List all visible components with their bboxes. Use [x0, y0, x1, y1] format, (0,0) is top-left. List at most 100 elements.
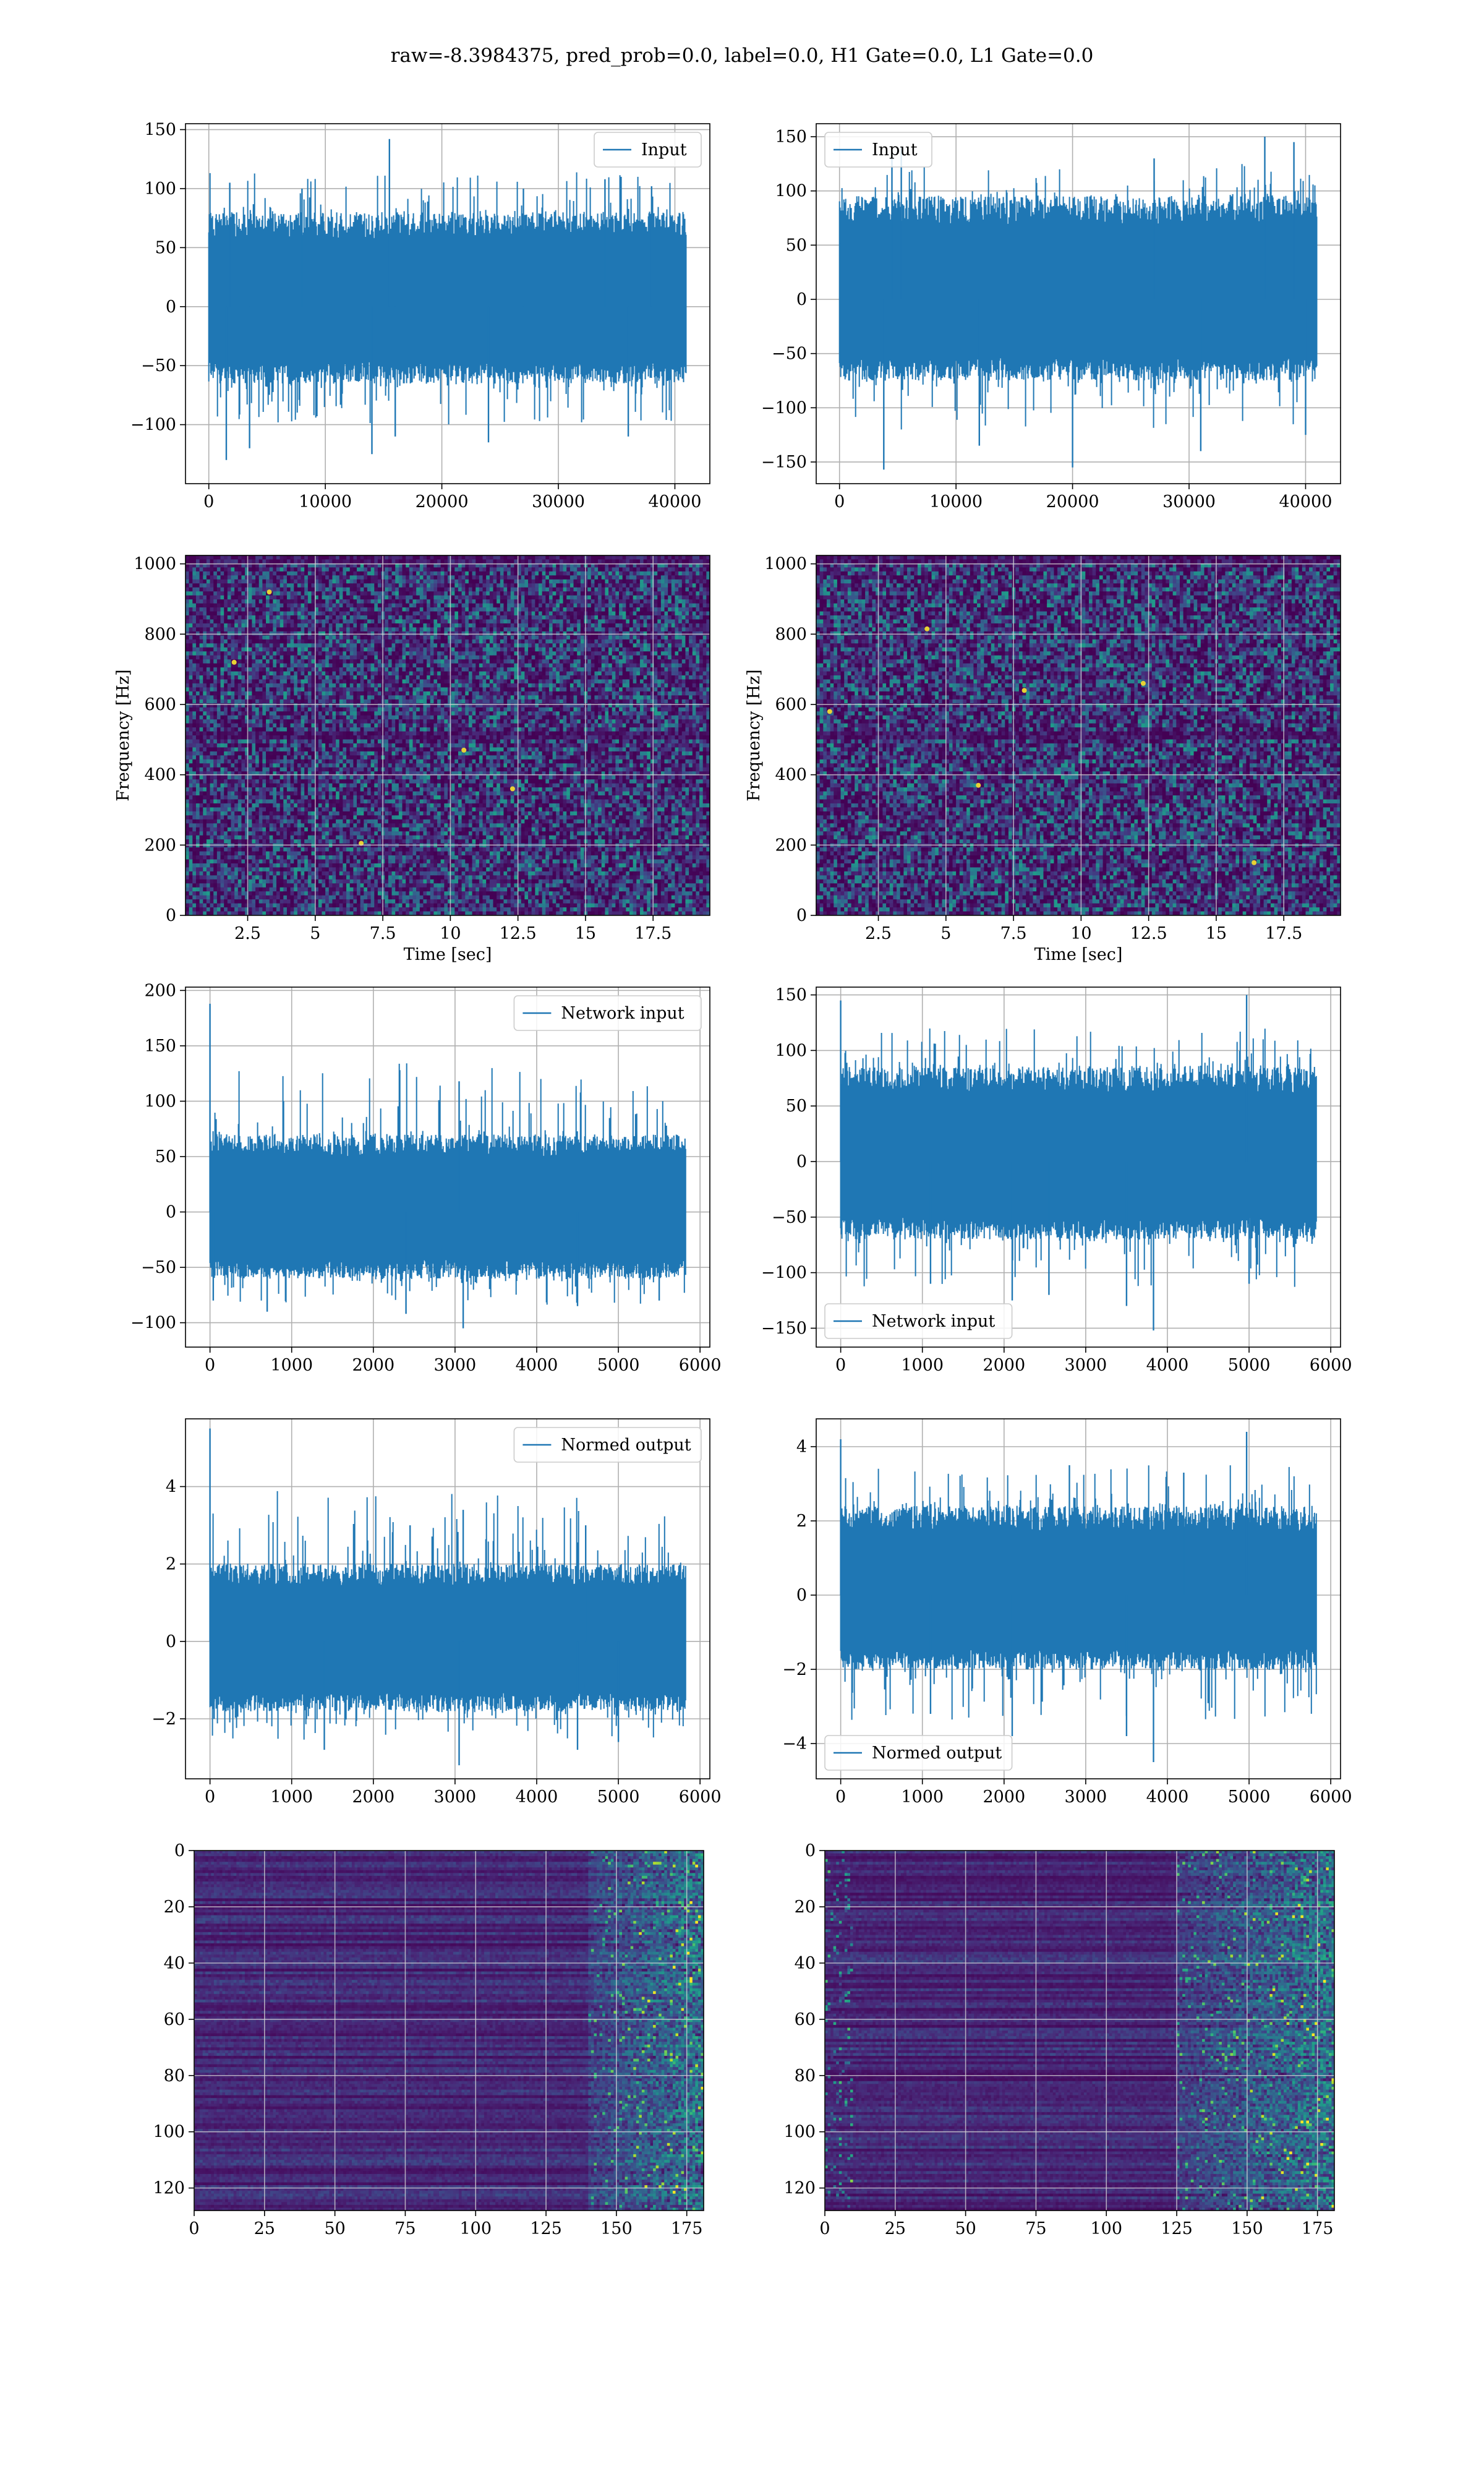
heatmap-cell [514, 583, 518, 588]
heatmap-cell [566, 604, 570, 608]
heatmap-cell [280, 571, 284, 576]
heatmap-cell [497, 640, 500, 644]
heatmap-cell [283, 656, 287, 660]
heatmap-cell [514, 619, 518, 623]
heatmap-cell [336, 583, 339, 588]
heatmap-cell [497, 575, 500, 580]
heatmap-cell [371, 588, 375, 592]
heatmap-cell [378, 656, 382, 660]
heatmap-cell [399, 555, 403, 560]
heatmap-cell [605, 635, 608, 640]
heatmap-cell [364, 648, 367, 652]
heatmap-cell [521, 619, 525, 623]
heatmap-cell [472, 651, 476, 656]
heatmap-cell [196, 580, 200, 584]
heatmap-cell [241, 615, 245, 620]
heatmap-cell [699, 588, 703, 592]
heatmap-cell [602, 567, 605, 571]
heatmap-cell [339, 588, 343, 592]
heatmap-cell [367, 651, 371, 656]
heatmap-cell [350, 635, 354, 640]
heatmap-cell [192, 635, 196, 640]
heatmap-cell [224, 683, 228, 688]
heatmap-cell [249, 567, 252, 571]
heatmap-cell [633, 575, 637, 580]
heatmap-cell [322, 596, 325, 600]
heatmap-cell [304, 575, 308, 580]
heatmap-cell [657, 672, 661, 676]
heatmap-cell [283, 599, 287, 604]
heatmap-cell [200, 619, 203, 623]
heatmap-cell [252, 679, 255, 683]
heatmap-cell [213, 635, 217, 640]
heatmap-cell [374, 575, 378, 580]
heatmap-cell [241, 659, 245, 664]
heatmap-cell [312, 580, 315, 584]
heatmap-cell [364, 631, 367, 636]
heatmap-cell [270, 623, 273, 628]
heatmap-cell [339, 619, 343, 623]
heatmap-cell [388, 640, 392, 644]
heatmap-cell [560, 588, 563, 592]
heatmap-cell [388, 643, 392, 648]
heatmap-cell [297, 672, 301, 676]
heatmap-cell [308, 656, 312, 660]
heatmap-cell [221, 627, 224, 631]
heatmap-cell [266, 607, 270, 612]
heatmap-cell [329, 635, 333, 640]
heatmap-cell [433, 612, 437, 616]
heatmap-cell [283, 583, 287, 588]
heatmap-cell [553, 607, 556, 612]
heatmap-cell [213, 580, 217, 584]
heatmap-cell [399, 596, 403, 600]
heatmap-cell [346, 555, 350, 560]
heatmap-cell [570, 679, 574, 683]
heatmap-cell [388, 559, 392, 563]
heatmap-cell [371, 555, 375, 560]
heatmap-cell [678, 591, 682, 596]
heatmap-cell [367, 679, 371, 683]
heatmap-cell [388, 679, 392, 683]
heatmap-cell [689, 607, 693, 612]
heatmap-cell [270, 559, 273, 563]
heatmap-cell [602, 607, 605, 612]
heatmap-cell [640, 591, 644, 596]
heatmap-cell [699, 596, 703, 600]
heatmap-cell [598, 599, 602, 604]
heatmap-cell [322, 604, 325, 608]
heatmap-cell [343, 623, 346, 628]
heatmap-cell [388, 596, 392, 600]
heatmap-cell [213, 659, 217, 664]
heatmap-cell [629, 615, 633, 620]
heatmap-cell [665, 596, 668, 600]
heatmap-cell [364, 640, 367, 644]
heatmap-cell [612, 635, 616, 640]
heatmap-cell [395, 619, 399, 623]
heatmap-cell [528, 683, 532, 688]
heatmap-cell [189, 648, 193, 652]
heatmap-cell [444, 596, 448, 600]
heatmap-cell [336, 631, 339, 636]
heatmap-cell [346, 580, 350, 584]
heatmap-cell [703, 591, 707, 596]
heatmap-cell [682, 619, 686, 623]
heatmap-cell [409, 640, 413, 644]
heatmap-cell [475, 640, 479, 644]
heatmap-cell [451, 571, 455, 576]
heatmap-cell [696, 555, 699, 560]
heatmap-cell [644, 559, 647, 563]
heatmap-cell [475, 659, 479, 664]
heatmap-cell [668, 640, 672, 644]
heatmap-cell [689, 615, 693, 620]
heatmap-cell [490, 675, 493, 680]
heatmap-cell [689, 555, 693, 560]
heatmap-cell [605, 648, 608, 652]
heatmap-cell [350, 656, 354, 660]
heatmap-cell [412, 643, 416, 648]
heatmap-cell [532, 659, 535, 664]
heatmap-cell [430, 623, 434, 628]
heatmap-cell [367, 640, 371, 644]
heatmap-cell [241, 567, 245, 571]
heatmap-cell [570, 672, 574, 676]
heatmap-cell [678, 648, 682, 652]
